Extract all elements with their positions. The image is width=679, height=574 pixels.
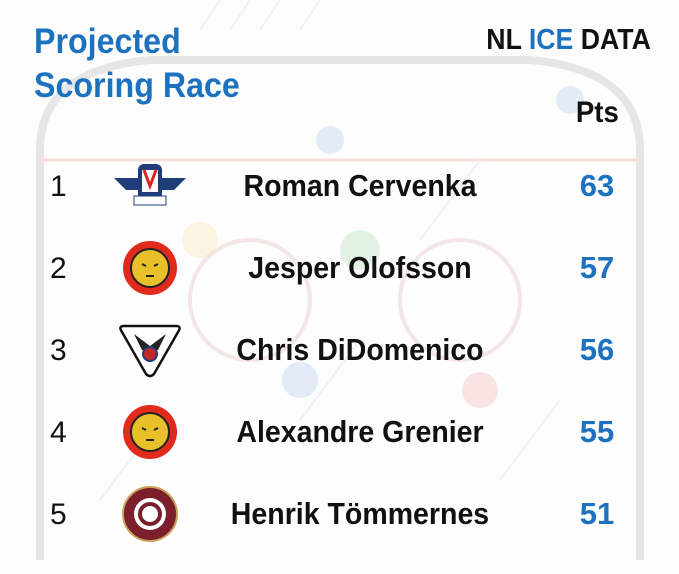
brand-nl: NL (486, 24, 522, 56)
lakers-logo (114, 164, 186, 206)
table-row: 4 Alexandre Grenier 55 (0, 402, 679, 462)
rank: 5 (50, 498, 67, 531)
brand-logo-text: NL ICE DATA (486, 24, 651, 57)
table-row: 3 Chris DiDomenico 56 (0, 320, 679, 380)
player-name: Henrik Tömmernes (230, 496, 490, 531)
points-column-header: Pts (575, 96, 619, 129)
page-title: Projected Scoring Race (34, 20, 240, 108)
rank: 3 (50, 334, 67, 367)
rank: 1 (50, 170, 67, 203)
title-line-1: Projected (34, 22, 181, 61)
points-value: 51 (579, 496, 615, 531)
table-row: 5 Henrik Tömmernes 51 (0, 484, 679, 544)
fribourg-gotteron-logo (119, 324, 181, 378)
scl-tigers-logo (123, 405, 177, 459)
brand-ice: ICE (528, 24, 574, 56)
geneve-servette-logo (122, 486, 178, 542)
scl-tigers-logo (123, 241, 177, 295)
table-row: 2 Jesper Olofsson 57 (0, 238, 679, 298)
player-name: Jesper Olofsson (248, 250, 472, 285)
player-name: Roman Cervenka (243, 168, 477, 203)
points-value: 56 (579, 332, 615, 367)
points-value: 55 (579, 414, 615, 449)
points-value: 63 (579, 168, 615, 203)
title-line-2: Scoring Race (34, 66, 240, 105)
rank: 2 (50, 252, 67, 285)
player-name: Alexandre Grenier (236, 414, 484, 449)
points-value: 57 (579, 250, 615, 285)
table-row: 1 Roman Cervenka 63 (0, 156, 679, 216)
brand-data: DATA (580, 24, 651, 56)
rank: 4 (50, 416, 67, 449)
player-name: Chris DiDomenico (236, 332, 484, 367)
